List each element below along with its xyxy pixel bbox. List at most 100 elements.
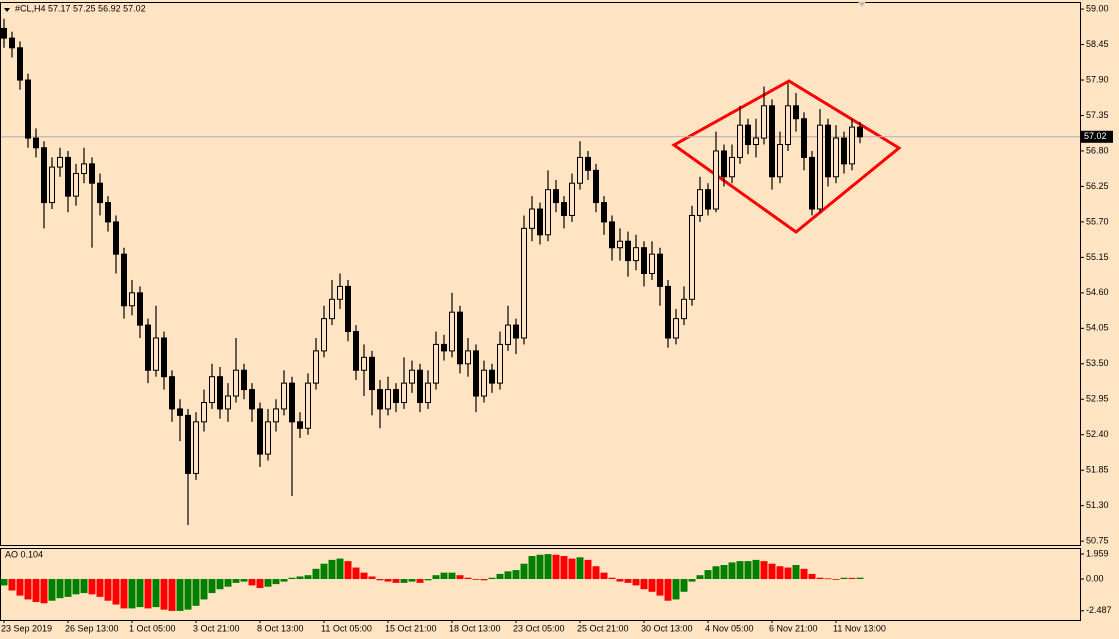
candle-body (833, 137, 839, 178)
candle-body (745, 124, 751, 146)
x-tick-label: 6 Nov 21:00 (769, 623, 818, 633)
ao-bar (808, 573, 816, 580)
candle-body (849, 126, 855, 165)
ao-bar (472, 579, 480, 580)
ao-bar (760, 561, 768, 580)
candle-body (641, 247, 647, 274)
candle-body (129, 292, 135, 307)
ao-bar (296, 576, 304, 580)
ao-bar (696, 575, 704, 580)
ao-bar (560, 556, 568, 580)
ao-bar (48, 579, 56, 601)
candle-body (553, 189, 559, 204)
candle-body (401, 382, 407, 403)
ao-bar (0, 579, 8, 586)
ao-title: AO 0.104 (5, 549, 43, 559)
ao-bar (400, 579, 408, 583)
candle-body (753, 137, 759, 146)
candle-body (761, 105, 767, 139)
ao-bar (744, 561, 752, 580)
x-tick-label: 8 Oct 13:00 (257, 623, 304, 633)
ao-bar (32, 579, 40, 602)
candle-body (585, 156, 591, 171)
ao-bar (264, 579, 272, 587)
candle-body (49, 166, 55, 204)
ao-bar (768, 563, 776, 580)
chart-title: #CL,H4 57.17 57.25 56.92 57.02 (15, 3, 146, 13)
y-tick-label: 57.90 (1086, 74, 1109, 84)
shift-marker (858, 2, 866, 7)
ao-bar (328, 559, 336, 580)
candle-body (297, 421, 303, 429)
candle-body (65, 156, 71, 197)
ao-bar (72, 579, 80, 595)
ao-bar (160, 579, 168, 610)
ao-bar (312, 568, 320, 580)
ao-bar (144, 579, 152, 609)
candle-body (345, 285, 351, 333)
candle-body (9, 37, 15, 49)
ao-bar (632, 579, 640, 586)
candle-body (353, 331, 359, 371)
candle-body (505, 324, 511, 345)
main-panel (0, 2, 1081, 546)
y-tick-label: 58.45 (1086, 39, 1109, 49)
x-tick-label: 11 Nov 13:00 (833, 623, 886, 633)
candle-body (825, 124, 831, 178)
ao-bar (64, 579, 72, 597)
candle-body (617, 240, 623, 249)
ao-bar (16, 579, 24, 596)
ao-bar (368, 576, 376, 580)
x-tick-label: 1 Oct 05:00 (129, 623, 176, 633)
candle-body (25, 79, 31, 139)
ao-bar (128, 579, 136, 609)
candle-body (417, 369, 423, 403)
y-tick-label: 56.25 (1086, 181, 1109, 191)
y-tick-label: -2.487 (1086, 605, 1112, 615)
candle-body (41, 147, 47, 204)
candle-body (721, 150, 727, 178)
ao-bar (664, 579, 672, 601)
ao-bar (512, 570, 520, 580)
ao-bar (232, 579, 240, 583)
ao-bar (104, 579, 112, 601)
ao-bar (672, 579, 680, 600)
y-tick-label: 52.95 (1086, 394, 1109, 404)
candle-body (433, 343, 439, 384)
y-tick-label: 50.75 (1086, 536, 1109, 546)
candle-body (305, 382, 311, 429)
candle-body (1, 27, 7, 39)
candle-body (601, 202, 607, 223)
ao-bar (200, 579, 208, 600)
ao-bar (288, 577, 296, 580)
ao-bar (752, 559, 760, 580)
candle-body (97, 182, 103, 204)
ao-bar (24, 579, 32, 600)
ao-bar (504, 571, 512, 580)
ao-bar (344, 561, 352, 580)
candle-body (257, 408, 263, 455)
x-tick-label: 15 Oct 21:00 (385, 623, 437, 633)
ao-bar (656, 579, 664, 596)
candle-body (561, 202, 567, 216)
candle-body (737, 124, 743, 158)
ao-bar (856, 577, 864, 580)
y-tick-label: 54.60 (1086, 287, 1109, 297)
candle-body (689, 214, 695, 300)
candle-body (497, 343, 503, 384)
candle-body (289, 382, 295, 423)
candle-body (89, 163, 95, 184)
candle-body (673, 318, 679, 339)
candle-body (521, 227, 527, 339)
ao-bar (488, 577, 496, 580)
ao-bar (80, 579, 88, 594)
ao-bar (736, 561, 744, 580)
ao-bar (784, 567, 792, 580)
ao-bar (600, 572, 608, 580)
candle-body (265, 421, 271, 455)
ao-bar (360, 572, 368, 580)
ao-bar (832, 579, 840, 580)
ao-bar (40, 579, 48, 604)
x-tick-label: 3 Oct 21:00 (193, 623, 240, 633)
menu-arrow[interactable] (4, 8, 10, 12)
